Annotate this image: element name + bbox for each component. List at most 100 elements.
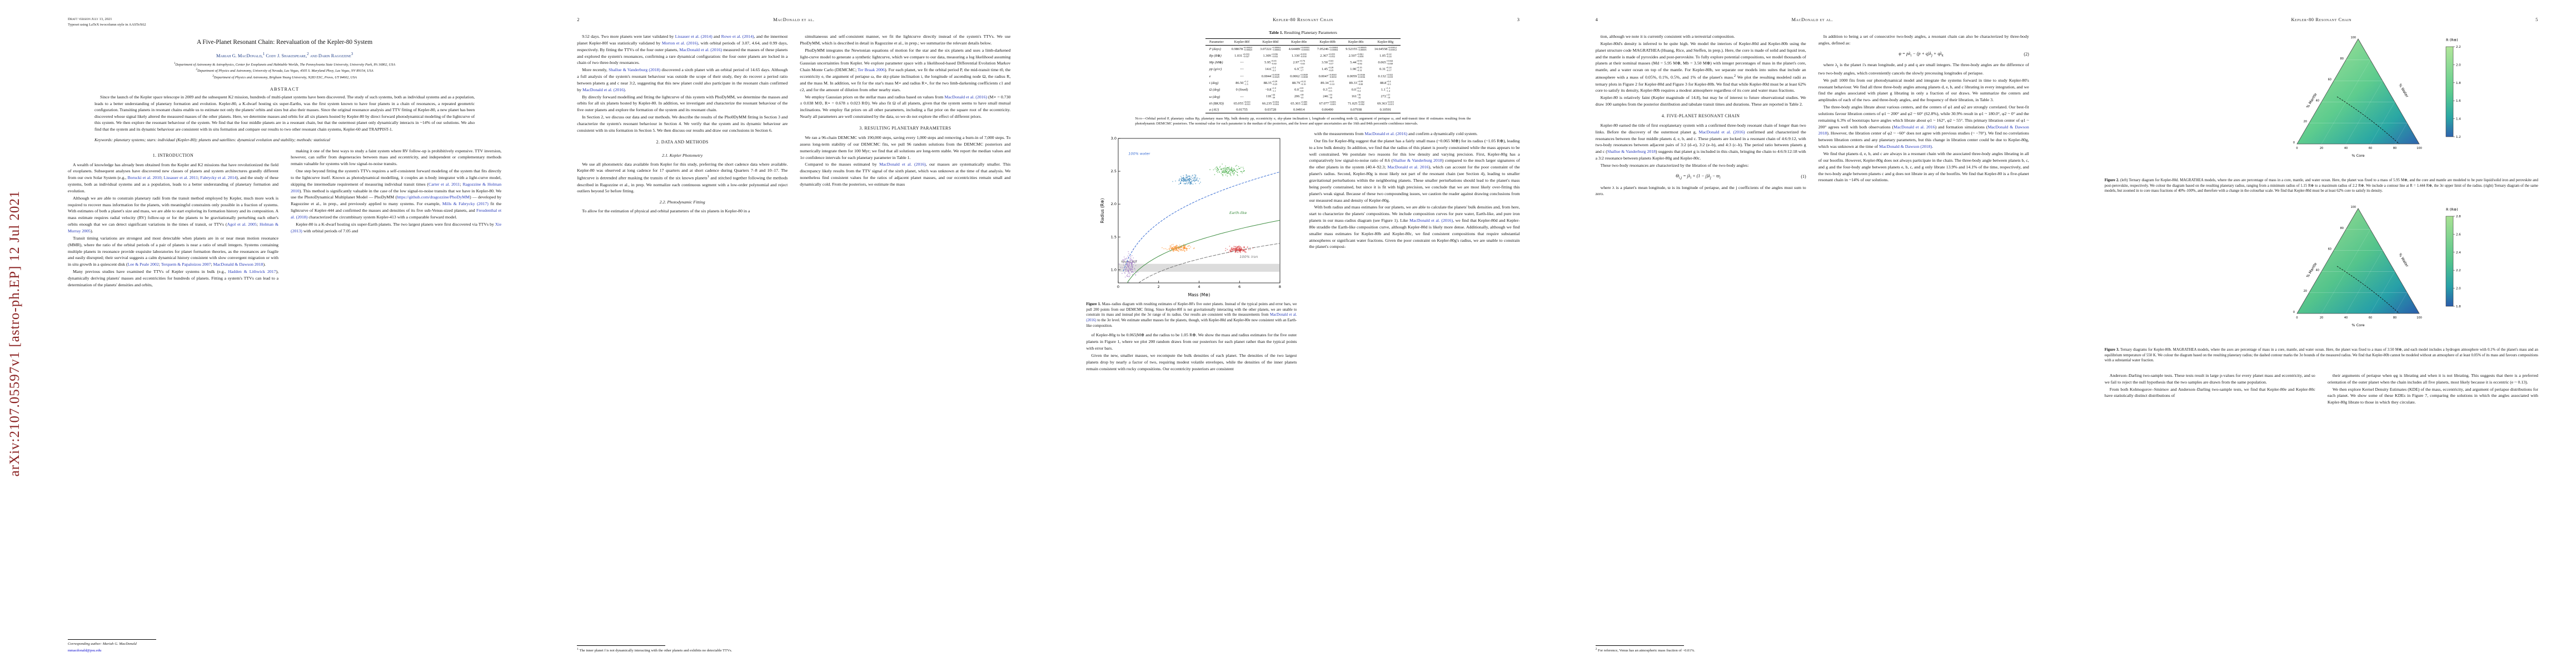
paragraph: We then explore Kernel Density Estimates… <box>2327 386 2538 405</box>
svg-text:60: 60 <box>2369 147 2372 150</box>
table-cell: 67.077 +0.003 −0.003 <box>1319 100 1336 106</box>
table-cell: 2.507 +0.061 −0.058 <box>1348 52 1364 58</box>
page4-col2b-paragraphs: where λi is the planet i's mean longitud… <box>1818 62 2029 184</box>
svg-text:100: 100 <box>2416 316 2422 320</box>
equation-2-number: (2) <box>2024 51 2029 57</box>
paragraph: In addition to being a set of consecutiv… <box>1818 34 2029 46</box>
table-cell: 86.50 +1.2 −1.5 <box>1235 79 1248 86</box>
table-cell: 0.01755 <box>1227 107 1257 113</box>
figure-3-caption: Figure 3. Ternary diagrams for Kepler-80… <box>2104 347 2538 363</box>
footnote-rule <box>1595 645 1684 646</box>
corresponding-author-block: Corresponding author: Mariah G. MacDonal… <box>68 636 278 654</box>
paragraph: In Section 2, we discuss our data and ou… <box>577 115 788 133</box>
page4-col1a-paragraphs: tion, although we note it is currently c… <box>1596 33 1806 108</box>
table-cell: ⋯ <box>1240 74 1244 78</box>
page3-column-2: with the measurements from MacDonald et … <box>1309 131 1519 654</box>
footnote-block: 2 For reference, Venus has an atmospheri… <box>1595 642 1806 654</box>
svg-text:% Water: % Water <box>2398 83 2409 98</box>
running-title: MacDonald et al. <box>773 17 815 22</box>
parameter-name: ω (deg) <box>1209 94 1220 99</box>
page5-col1-paragraphs: Anderson–Darling two-sample tests. These… <box>2105 372 2315 400</box>
table-cell: 0.0062 +0.0049 −0.0038 <box>1290 73 1308 79</box>
affiliations: 1Department of Astronomy & Astrophysics,… <box>68 61 501 81</box>
svg-text:2: 2 <box>1158 285 1160 289</box>
svg-text:0: 0 <box>2296 147 2298 150</box>
paragraph: Kepler-80d's density is inferred to be q… <box>1595 41 1806 93</box>
keywords-line: Keywords: planetary systems; stars: indi… <box>94 137 331 143</box>
svg-text:1.8: 1.8 <box>2456 305 2461 308</box>
svg-text:0: 0 <box>2293 311 2295 314</box>
footnote-rule <box>68 639 157 640</box>
svg-text:60: 60 <box>2328 248 2331 251</box>
svg-text:60: 60 <box>2369 316 2372 320</box>
footnote-2: 2 For reference, Venus has an atmospheri… <box>1595 648 1695 653</box>
page4-col2a-paragraphs: In addition to being a set of consecutiv… <box>1818 33 2029 47</box>
affiliation-3: 3Department of Physics and Astronomy, Br… <box>212 74 357 80</box>
table-cell: 88.8 +0.4 −0.3 <box>1380 79 1391 86</box>
arxiv-stamp-strip: arXiv:2107.05597v1 [astro-ph.EP] 12 Jul … <box>0 0 30 667</box>
section-21-heading: 2.1. Kepler Photometry <box>662 152 703 158</box>
svg-text:2.0: 2.0 <box>2456 287 2461 291</box>
paragraph: Although we are able to constrain planet… <box>68 195 279 233</box>
table-cell: 4.64489 +0.00003 −0.00003 <box>1288 46 1309 52</box>
email-link[interactable]: mmacdonald@psu.edu <box>68 648 102 653</box>
svg-text:1.5: 1.5 <box>1111 235 1117 239</box>
paragraph: Given the new, smaller masses, we recomp… <box>1086 352 1297 371</box>
table-cell: 0.0059 +0.0046 −0.0036 <box>1347 73 1365 79</box>
table-cell: 89.33 +0.09 −0.08 <box>1349 79 1363 86</box>
page2-col2a-paragraphs: simultaneous and self-consistent manner,… <box>800 33 1010 121</box>
paragraph: Kepler-80 is relatively faint (Kepler ma… <box>1595 95 1806 107</box>
svg-text:20: 20 <box>2320 147 2323 150</box>
section-1-heading: 1. INTRODUCTION <box>152 152 194 158</box>
column-header: Kepler-80e <box>1284 38 1313 46</box>
page1-col1-paragraphs: A wealth of knowledge has already been o… <box>68 162 278 289</box>
section-2-heading: 2. DATA AND METHODS <box>656 139 709 145</box>
table-row: a (AU) 0.01755 0.03728 0.04914 0.06490 0.0793… <box>1205 107 1401 113</box>
parameter-name: i (deg) <box>1209 81 1219 86</box>
table-cell: 272 +21 −19 <box>1381 93 1391 99</box>
svg-text:80: 80 <box>2340 227 2343 230</box>
table-cell: 161 +36 −34 <box>1351 93 1361 99</box>
svg-text:80: 80 <box>2393 316 2396 320</box>
paragraph: One step beyond fitting the system's TTV… <box>291 168 502 220</box>
svg-text:100: 100 <box>2350 206 2356 209</box>
page-number: 2 <box>577 17 580 22</box>
mass-radius-figure: Kepler-80f 0 2 4 6 8 1.0 1.5 2.0 2.5 3.0 Mass (M⊕) R… <box>1100 136 1281 297</box>
svg-text:% Water: % Water <box>2398 252 2409 268</box>
page2-body: 9.52 days. Two more planets were later v… <box>577 33 1010 654</box>
page3-col1-paragraphs: of Kepler-80g to be 0.065|M⊕ and the rad… <box>1086 332 1297 372</box>
paragraph: simultaneous and self-consistent manner,… <box>800 34 1011 46</box>
svg-text:R (R⊕): R (R⊕) <box>2446 207 2458 212</box>
figure-1: Kepler-80f 0 2 4 6 8 1.0 1.5 2.0 2.5 3.0 Mass (M⊕) R… <box>1086 133 1297 328</box>
svg-text:R (R⊕): R (R⊕) <box>2446 38 2458 42</box>
table-cell: ⋯ <box>1240 67 1244 72</box>
svg-text:Mass (M⊕): Mass (M⊕) <box>1188 292 1210 297</box>
paragraph: A wealth of knowledge has already been o… <box>68 162 279 193</box>
table-cell: 88.35 +0.29 −0.25 <box>1263 79 1278 86</box>
column-header: Kepler-80c <box>1342 38 1371 46</box>
page5-column-1: Anderson–Darling two-sample tests. These… <box>2105 372 2315 654</box>
paragraph: With both radius and mass estimates for … <box>1309 205 1520 250</box>
page4-column-2: In addition to being a set of consecutiv… <box>1818 33 2029 654</box>
author-list: Mariah G. MacDonald,1 Cody J. Shakespear… <box>216 51 353 58</box>
table-row: P (days) 0.98678 +0.00023 −0.00023 3.07222 +0… <box>1205 46 1401 53</box>
figure-3: 0 0 20 20 40 40 60 60 80 80 100 100% Core% Mantle% … <box>2105 200 2538 345</box>
table-cell: 2.367 +0.055 −0.052 <box>1320 52 1335 58</box>
svg-text:Radius (R⊕): Radius (R⊕) <box>1100 198 1105 223</box>
page1-col2-paragraphs: making it one of the best ways to study … <box>291 148 501 235</box>
table-cell: 0.31 +0.24 −0.17 <box>1379 66 1392 72</box>
paragraph: To allow for the estimation of physical … <box>582 208 750 214</box>
table-row: i (deg) 86.50 +1.2 −1.5 88.35 +0.29 −0.25 88.79… <box>1205 79 1401 86</box>
page5-body: Anderson–Darling two-sample tests. These… <box>2105 372 2538 654</box>
svg-text:2.0: 2.0 <box>2456 63 2461 67</box>
table-cell: 0.0044 +0.0038 −0.0029 <box>1261 73 1279 79</box>
table-cell: 0.04914 <box>1284 107 1313 113</box>
svg-text:60: 60 <box>2328 78 2331 82</box>
page2-column-2: simultaneous and self-consistent manner,… <box>800 33 1010 654</box>
table-cell: −0.8 +1.0 −1.1 <box>1265 87 1276 92</box>
table-cell: 1.1 +1.3 −1.4 <box>1381 87 1390 92</box>
table-cell: 71.025 +0.002 −0.002 <box>1348 100 1364 106</box>
paragraph: Transit timing variations are strongest … <box>68 235 279 267</box>
